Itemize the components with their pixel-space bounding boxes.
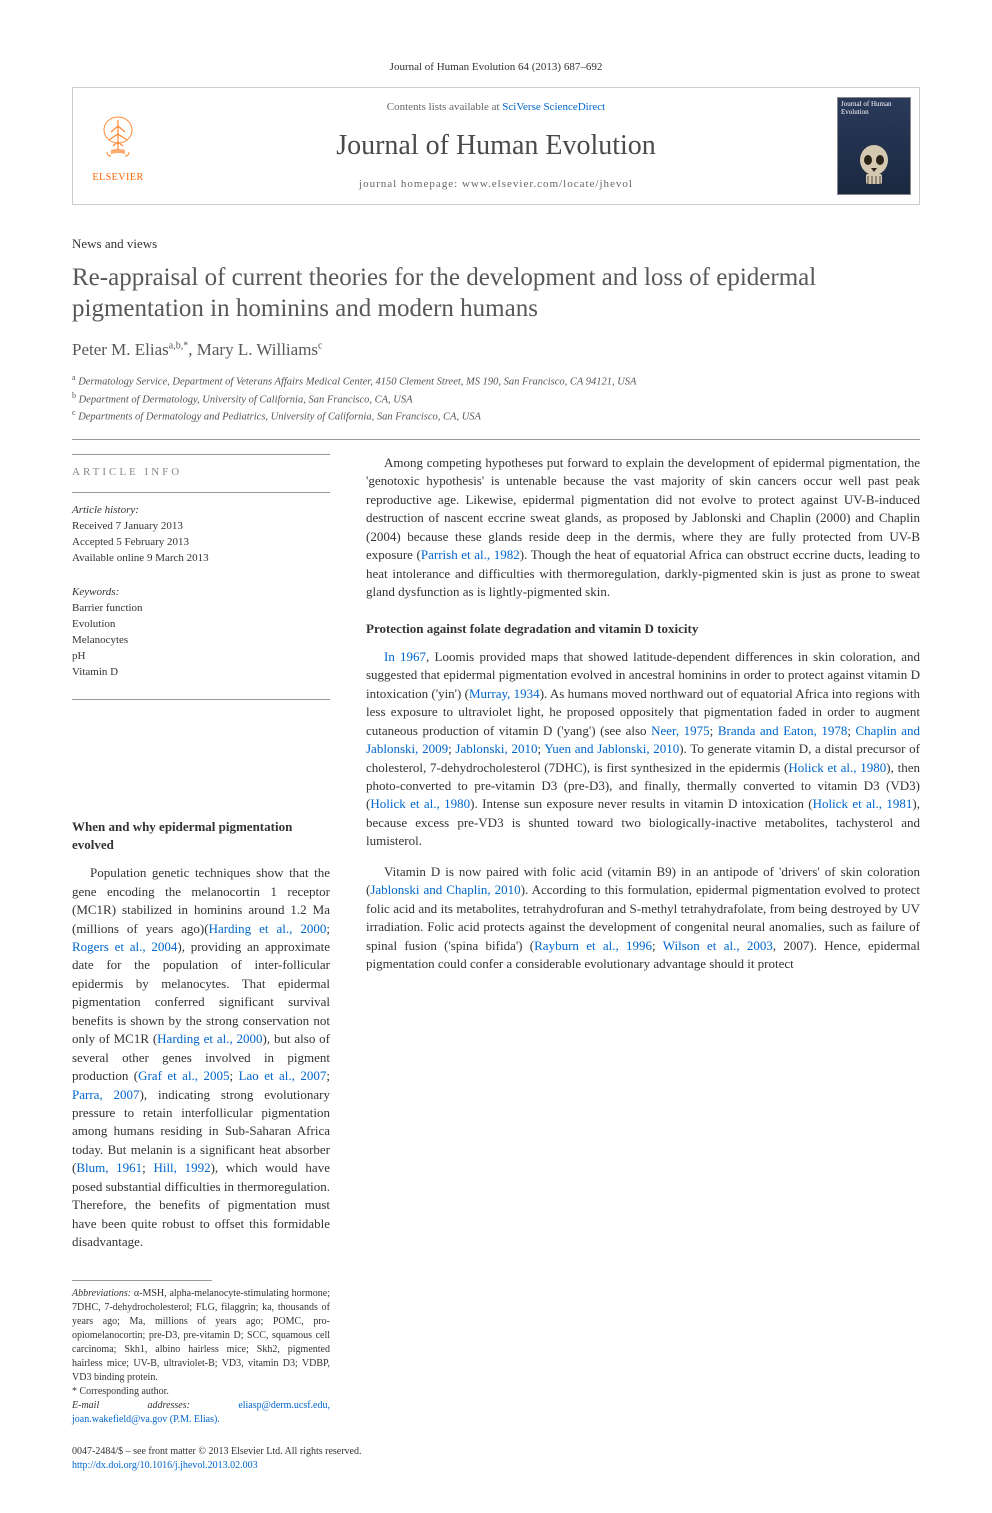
footer: 0047-2484/$ – see front matter © 2013 El… bbox=[72, 1445, 920, 1473]
section-1-heading: When and why epidermal pigmentation evol… bbox=[72, 818, 330, 854]
keywords-block: Keywords: Barrier function Evolution Mel… bbox=[72, 585, 330, 681]
article-title: Re-appraisal of current theories for the… bbox=[72, 262, 920, 325]
section-3-p1: In 1967, Loomis provided maps that showe… bbox=[366, 648, 920, 851]
info-mid-rule bbox=[72, 492, 330, 493]
affiliation-c: c Departments of Dermatology and Pediatr… bbox=[72, 407, 920, 425]
publisher-name: ELSEVIER bbox=[92, 171, 143, 185]
homepage-prefix: journal homepage: bbox=[359, 178, 462, 190]
corresponding-author: * Corresponding author. bbox=[72, 1385, 330, 1399]
author-1-affil: a,b,* bbox=[169, 340, 188, 351]
section-2-p1: Among competing hypotheses put forward t… bbox=[366, 454, 920, 602]
history-label: Article history: bbox=[72, 503, 330, 519]
abbreviations: Abbreviations: α-MSH, alpha-melanocyte-s… bbox=[72, 1287, 330, 1385]
citation-line: Journal of Human Evolution 64 (2013) 687… bbox=[72, 60, 920, 75]
journal-title: Journal of Human Evolution bbox=[173, 126, 819, 165]
footnote-rule bbox=[72, 1280, 212, 1281]
skull-icon bbox=[854, 144, 894, 188]
article-info-heading: ARTICLE INFO bbox=[72, 465, 330, 480]
author-2: , Mary L. Williams bbox=[188, 340, 318, 359]
keyword: Evolution bbox=[72, 617, 330, 633]
journal-cover-thumb[interactable]: Journal of Human Evolution bbox=[829, 88, 919, 204]
footnotes: Abbreviations: α-MSH, alpha-melanocyte-s… bbox=[72, 1287, 330, 1427]
article-history: Article history: Received 7 January 2013… bbox=[72, 503, 330, 567]
publisher-logo[interactable]: ELSEVIER bbox=[73, 88, 163, 204]
affiliation-a: a Dermatology Service, Department of Vet… bbox=[72, 372, 920, 390]
elsevier-tree-icon bbox=[88, 107, 148, 167]
homepage-url[interactable]: www.elsevier.com/locate/jhevol bbox=[462, 178, 633, 190]
keywords-label: Keywords: bbox=[72, 585, 330, 601]
copyright-line: 0047-2484/$ – see front matter © 2013 El… bbox=[72, 1445, 361, 1459]
online-date: Available online 9 March 2013 bbox=[72, 551, 330, 567]
accepted-date: Accepted 5 February 2013 bbox=[72, 535, 330, 551]
author-1: Peter M. Elias bbox=[72, 340, 169, 359]
journal-homepage: journal homepage: www.elsevier.com/locat… bbox=[173, 177, 819, 192]
section-3-heading: Protection against folate degradation an… bbox=[366, 620, 920, 638]
affiliations: a Dermatology Service, Department of Vet… bbox=[72, 372, 920, 425]
contents-prefix: Contents lists available at bbox=[387, 101, 502, 113]
section-1-p1: Population genetic techniques show that … bbox=[72, 864, 330, 1252]
authors: Peter M. Eliasa,b,*, Mary L. Williamsc bbox=[72, 338, 920, 362]
journal-header: ELSEVIER Contents lists available at Sci… bbox=[72, 87, 920, 205]
keyword: pH bbox=[72, 649, 330, 665]
received-date: Received 7 January 2013 bbox=[72, 519, 330, 535]
contents-available: Contents lists available at SciVerse Sci… bbox=[173, 100, 819, 115]
top-rule bbox=[72, 439, 920, 440]
keyword: Vitamin D bbox=[72, 665, 330, 681]
author-2-affil: c bbox=[318, 340, 322, 351]
info-top-rule bbox=[72, 454, 330, 455]
cover-title: Journal of Human Evolution bbox=[838, 98, 910, 119]
affiliation-b: b Department of Dermatology, University … bbox=[72, 390, 920, 408]
email-addresses: E-mail addresses: eliasp@derm.ucsf.edu, … bbox=[72, 1399, 330, 1427]
keyword: Barrier function bbox=[72, 601, 330, 617]
section-3-p2: Vitamin D is now paired with folic acid … bbox=[366, 863, 920, 974]
article-type: News and views bbox=[72, 235, 920, 253]
sciencedirect-link[interactable]: SciVerse ScienceDirect bbox=[502, 101, 605, 113]
keyword: Melanocytes bbox=[72, 633, 330, 649]
doi-link[interactable]: http://dx.doi.org/10.1016/j.jhevol.2013.… bbox=[72, 1459, 361, 1473]
